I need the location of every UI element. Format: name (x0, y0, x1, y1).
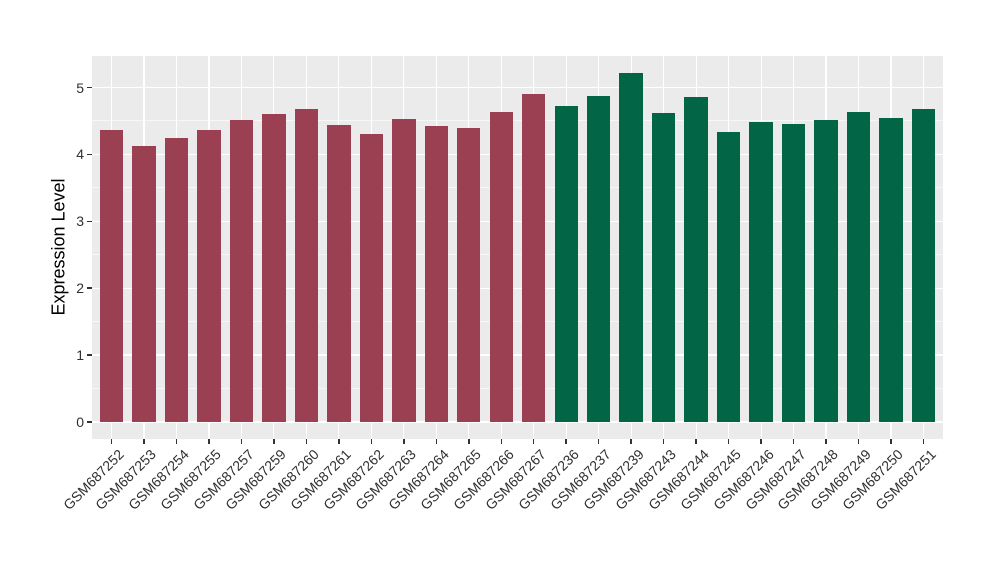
bar-GSM687255 (197, 130, 221, 422)
x-tick-mark (305, 439, 308, 444)
bar-GSM687239 (619, 73, 643, 422)
x-tick-mark (597, 439, 600, 444)
x-tick-mark (338, 439, 340, 444)
bar-GSM687260 (294, 108, 319, 422)
bar-GSM687251 (911, 108, 936, 422)
bar-GSM687264 (424, 126, 448, 422)
y-major-gridline (92, 421, 943, 423)
bar-GSM687254 (164, 138, 189, 422)
y-tick-mark (87, 86, 92, 89)
bar-GSM687249 (846, 112, 871, 422)
x-tick-mark (240, 439, 243, 444)
y-tick-mark (87, 220, 92, 223)
y-minor-gridline (92, 321, 943, 323)
x-tick-mark (565, 439, 567, 444)
x-tick-mark (760, 439, 762, 444)
y-axis-title: Expression Level (48, 178, 69, 316)
x-tick-mark (110, 439, 113, 444)
y-minor-gridline (92, 120, 943, 122)
bar-GSM687259 (262, 113, 286, 422)
bar-GSM687267 (522, 93, 546, 422)
x-tick-mark (532, 439, 535, 444)
bar-GSM687262 (359, 133, 384, 422)
bar-GSM687244 (684, 96, 708, 422)
y-tick-mark (87, 421, 92, 423)
bar-GSM687248 (814, 119, 838, 422)
x-tick-mark (890, 439, 892, 444)
y-tick-label: 5 (76, 79, 84, 96)
bar-GSM687265 (457, 128, 481, 422)
x-tick-mark (403, 439, 405, 444)
y-minor-gridline (92, 187, 943, 189)
x-tick-mark (630, 439, 632, 444)
bar-GSM687245 (716, 132, 741, 422)
bar-GSM687266 (489, 111, 513, 422)
bar-GSM687263 (392, 118, 416, 422)
bar-GSM687237 (587, 95, 611, 422)
y-tick-label: 2 (76, 280, 84, 297)
bar-GSM687247 (781, 123, 806, 422)
y-major-gridline (92, 220, 943, 222)
y-minor-gridline (92, 254, 943, 256)
y-tick-label: 3 (76, 213, 84, 230)
y-tick-label: 4 (76, 146, 84, 163)
x-tick-mark (208, 439, 210, 444)
y-tick-mark (87, 354, 92, 356)
bar-GSM687261 (327, 124, 351, 422)
y-major-gridline (92, 287, 943, 289)
x-tick-mark (857, 439, 860, 444)
bar-GSM687236 (554, 105, 578, 422)
x-tick-mark (175, 439, 178, 444)
bar-GSM687253 (132, 146, 156, 422)
x-tick-mark (273, 439, 275, 444)
x-tick-mark (695, 439, 697, 444)
x-tick-mark (143, 439, 145, 444)
x-tick-mark (825, 439, 827, 444)
x-tick-mark (370, 439, 373, 444)
x-tick-mark (500, 439, 502, 444)
x-tick-mark (662, 439, 665, 444)
bar-GSM687246 (749, 122, 773, 422)
x-tick-mark (727, 439, 730, 444)
x-tick-mark (435, 439, 438, 444)
y-tick-label: 1 (76, 347, 84, 364)
y-tick-mark (87, 153, 92, 156)
y-tick-mark (87, 287, 92, 289)
x-tick-mark (792, 439, 795, 444)
y-major-gridline (92, 153, 943, 156)
bar-GSM687243 (651, 112, 676, 422)
y-major-gridline (92, 354, 943, 356)
bar-GSM687250 (879, 117, 903, 422)
y-major-gridline (92, 86, 943, 89)
bar-GSM687257 (229, 119, 254, 422)
y-tick-label: 0 (76, 414, 84, 430)
x-tick-mark (922, 439, 925, 444)
y-minor-gridline (92, 388, 943, 390)
x-tick-mark (468, 439, 470, 444)
plot-panel (92, 56, 943, 439)
bar-GSM687252 (99, 130, 124, 422)
